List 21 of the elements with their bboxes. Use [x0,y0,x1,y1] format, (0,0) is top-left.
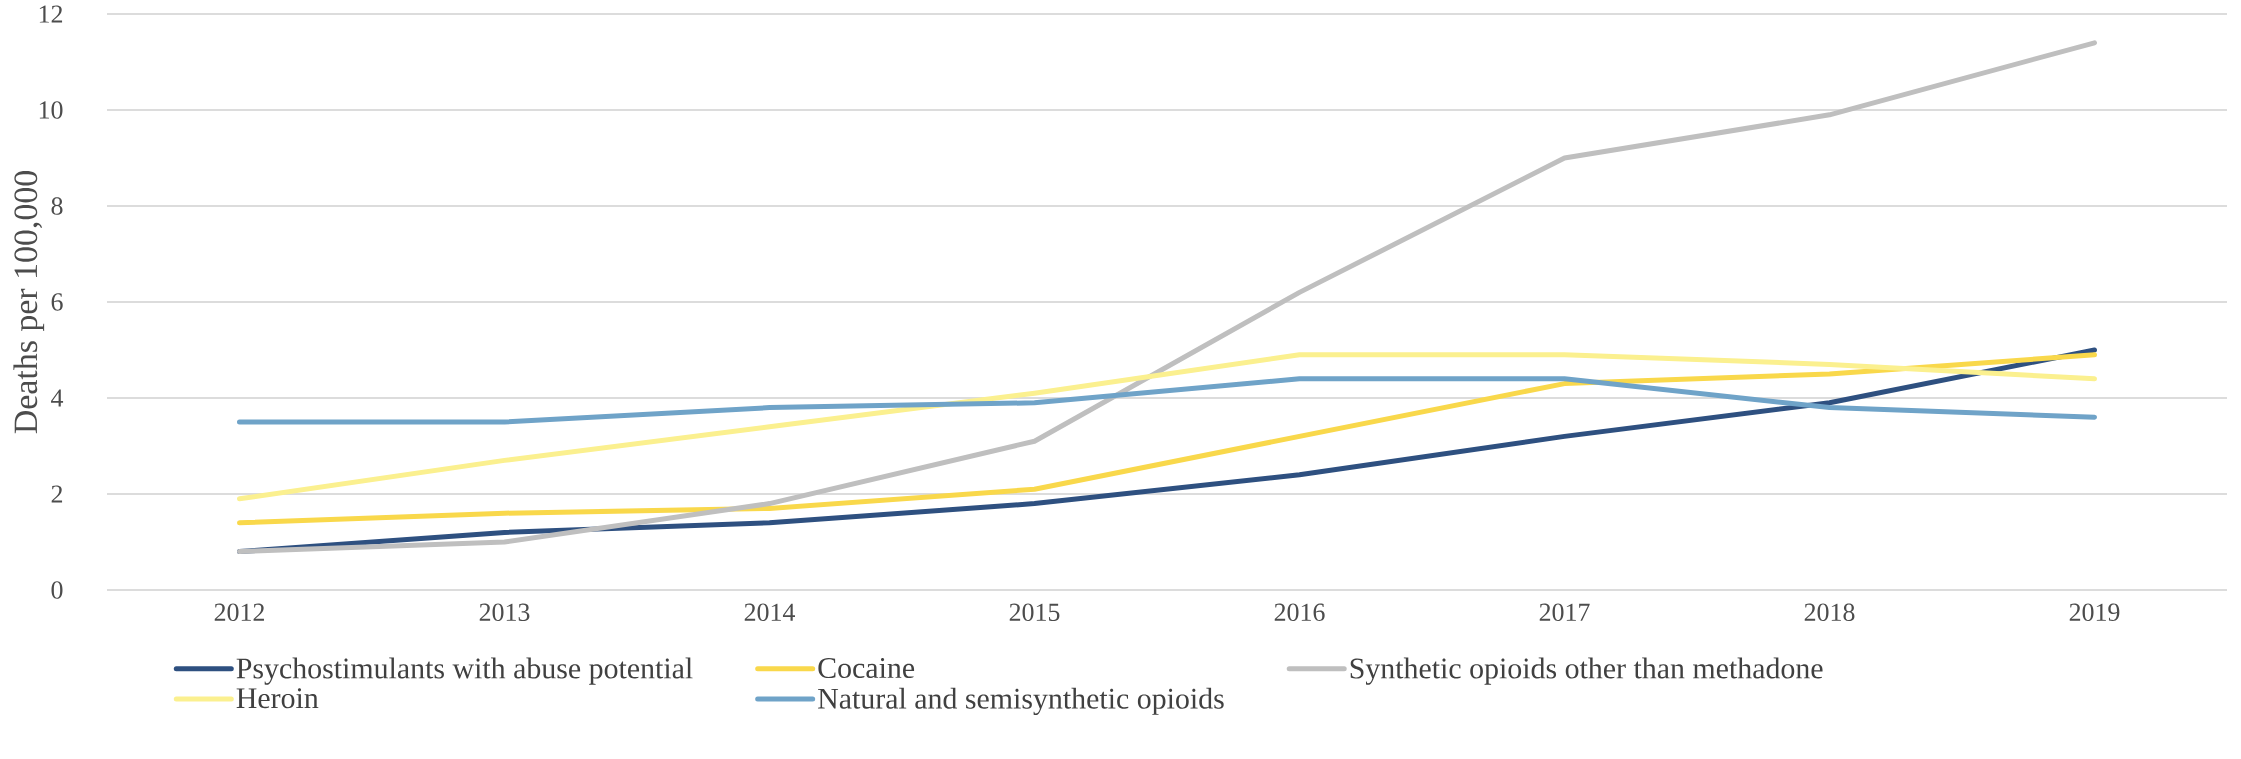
legend-label: Synthetic opioids other than methadone [1350,657,1823,685]
y-tick-label: 12 [39,5,63,23]
y-tick-label: 4 [51,389,64,407]
y-tick-label: 2 [51,485,63,503]
legend-label: Heroin [236,688,319,709]
x-tick-label: 2012 [214,603,264,621]
y-axis-title: Deaths per 100,000 [13,171,45,434]
y-tick-label: 10 [39,101,63,119]
y-tick-label: 0 [51,581,63,599]
y-tick-label: 6 [51,293,63,311]
x-tick-label: 2014 [744,603,795,621]
x-tick-label: 2016 [1274,603,1325,621]
x-tick-label: 2015 [1009,603,1060,621]
legend-label: Natural and semisynthetic opioids [818,687,1224,715]
legend-label: Psychostimulants with abuse potential [236,657,693,685]
legend-label: Cocaine [818,658,915,679]
x-tick-label: 2017 [1539,603,1590,621]
x-tick-label: 2018 [1804,603,1855,621]
x-tick-label: 2013 [479,603,530,621]
y-tick-label: 8 [51,197,63,215]
x-tick-label: 2019 [2069,603,2120,621]
